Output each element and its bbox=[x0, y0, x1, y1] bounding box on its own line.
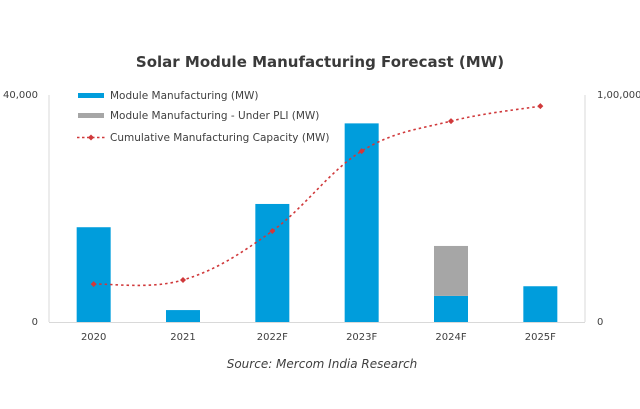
x-tick-label-2021: 2021 bbox=[170, 332, 195, 343]
x-tick-label-2025f: 2025F bbox=[525, 332, 556, 343]
left-axis-tick-zero: 0 bbox=[32, 317, 38, 328]
bar-under-pli-2024f bbox=[434, 245, 468, 296]
line-point-2022f bbox=[269, 227, 276, 234]
line-series-group bbox=[90, 103, 544, 288]
right-axis-tick-max: 1,00,000 bbox=[597, 90, 640, 101]
right-axis-tick-zero: 0 bbox=[597, 317, 603, 328]
legend-swatch-under-pli bbox=[78, 113, 104, 118]
chart-title: Solar Module Manufacturing Forecast (MW) bbox=[136, 53, 504, 71]
line-point-2025f bbox=[537, 103, 544, 110]
bar-module-manufacturing-2024f bbox=[434, 295, 468, 322]
bar-module-manufacturing-2020 bbox=[76, 227, 111, 322]
legend: Module Manufacturing (MW) Module Manufac… bbox=[77, 90, 330, 144]
chart-source: Source: Mercom India Research bbox=[227, 357, 418, 371]
legend-marker-diamond-icon bbox=[88, 134, 94, 141]
line-cumulative-capacity bbox=[93, 105, 541, 287]
legend-label-under-pli: Module Manufacturing - Under PLI (MW) bbox=[110, 110, 319, 122]
x-tick-labels: 2020 2021 2022F 2023F 2024F 2025F bbox=[81, 332, 556, 343]
legend-label-cumulative-capacity: Cumulative Manufacturing Capacity (MW) bbox=[110, 132, 330, 144]
bars-group bbox=[76, 123, 558, 322]
x-tick-label-2020: 2020 bbox=[81, 332, 106, 343]
line-point-2021 bbox=[180, 277, 186, 284]
line-point-2024f bbox=[448, 118, 454, 125]
line-point-2020 bbox=[90, 281, 97, 288]
x-tick-label-2022f: 2022F bbox=[257, 332, 288, 343]
bar-module-manufacturing-2025f bbox=[523, 286, 558, 322]
line-point-2023f bbox=[358, 148, 365, 155]
bar-module-manufacturing-2023f bbox=[344, 123, 379, 322]
bar-module-manufacturing-2022f bbox=[255, 203, 290, 322]
legend-swatch-module-manufacturing bbox=[78, 93, 104, 98]
x-tick-label-2023f: 2023F bbox=[346, 332, 377, 343]
bar-module-manufacturing-2021 bbox=[166, 310, 200, 322]
left-axis-tick-max: 40,000 bbox=[3, 90, 38, 101]
x-tick-label-2024f: 2024F bbox=[435, 332, 466, 343]
legend-label-module-manufacturing: Module Manufacturing (MW) bbox=[110, 90, 259, 102]
